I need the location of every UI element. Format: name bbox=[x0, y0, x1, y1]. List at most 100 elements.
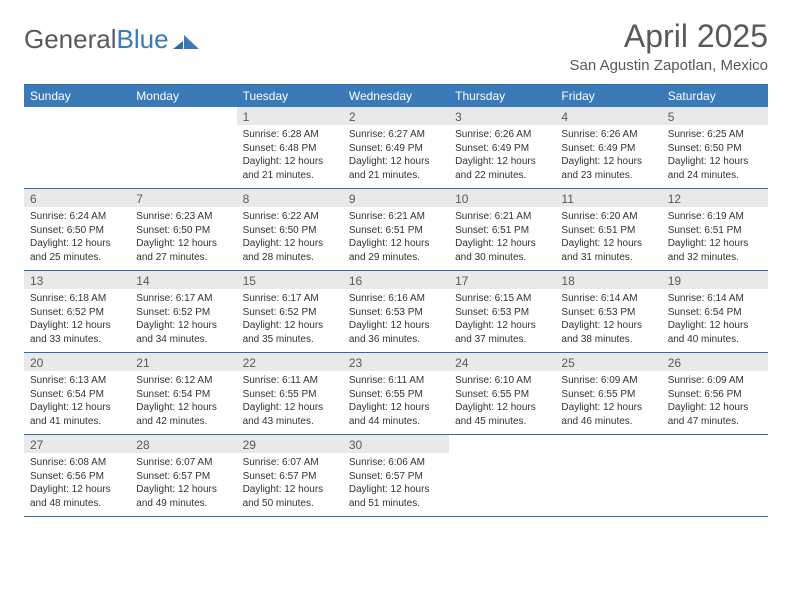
sunrise-text: Sunrise: 6:11 AM bbox=[243, 374, 337, 388]
page: GeneralBlue April 2025 San Agustin Zapot… bbox=[0, 0, 792, 517]
sunset-text: Sunset: 6:49 PM bbox=[561, 142, 655, 156]
day-number: 25 bbox=[555, 353, 661, 371]
day-number bbox=[24, 107, 130, 125]
calendar-cell: 11Sunrise: 6:20 AMSunset: 6:51 PMDayligh… bbox=[555, 189, 661, 270]
day-number: 29 bbox=[237, 435, 343, 453]
sunset-text: Sunset: 6:50 PM bbox=[668, 142, 762, 156]
sunrise-text: Sunrise: 6:15 AM bbox=[455, 292, 549, 306]
day-details: Sunrise: 6:22 AMSunset: 6:50 PMDaylight:… bbox=[237, 207, 343, 270]
day-number: 15 bbox=[237, 271, 343, 289]
sunrise-text: Sunrise: 6:26 AM bbox=[455, 128, 549, 142]
sunset-text: Sunset: 6:52 PM bbox=[136, 306, 230, 320]
day-details: Sunrise: 6:21 AMSunset: 6:51 PMDaylight:… bbox=[449, 207, 555, 270]
day-number bbox=[662, 435, 768, 453]
sunrise-text: Sunrise: 6:21 AM bbox=[455, 210, 549, 224]
daylight-text: Daylight: 12 hours and 29 minutes. bbox=[349, 237, 443, 264]
sunset-text: Sunset: 6:50 PM bbox=[243, 224, 337, 238]
calendar-week: 1Sunrise: 6:28 AMSunset: 6:48 PMDaylight… bbox=[24, 107, 768, 189]
header: GeneralBlue April 2025 San Agustin Zapot… bbox=[24, 18, 768, 74]
daylight-text: Daylight: 12 hours and 33 minutes. bbox=[30, 319, 124, 346]
daylight-text: Daylight: 12 hours and 28 minutes. bbox=[243, 237, 337, 264]
daylight-text: Daylight: 12 hours and 30 minutes. bbox=[455, 237, 549, 264]
day-number: 30 bbox=[343, 435, 449, 453]
day-details: Sunrise: 6:20 AMSunset: 6:51 PMDaylight:… bbox=[555, 207, 661, 270]
dow-thursday: Thursday bbox=[449, 85, 555, 107]
calendar-cell: 1Sunrise: 6:28 AMSunset: 6:48 PMDaylight… bbox=[237, 107, 343, 188]
calendar-cell: 10Sunrise: 6:21 AMSunset: 6:51 PMDayligh… bbox=[449, 189, 555, 270]
calendar-cell: 22Sunrise: 6:11 AMSunset: 6:55 PMDayligh… bbox=[237, 353, 343, 434]
day-number: 22 bbox=[237, 353, 343, 371]
daylight-text: Daylight: 12 hours and 31 minutes. bbox=[561, 237, 655, 264]
sunset-text: Sunset: 6:53 PM bbox=[349, 306, 443, 320]
title-block: April 2025 San Agustin Zapotlan, Mexico bbox=[570, 18, 768, 74]
sunset-text: Sunset: 6:56 PM bbox=[668, 388, 762, 402]
day-details: Sunrise: 6:27 AMSunset: 6:49 PMDaylight:… bbox=[343, 125, 449, 188]
calendar-cell: 6Sunrise: 6:24 AMSunset: 6:50 PMDaylight… bbox=[24, 189, 130, 270]
day-details: Sunrise: 6:21 AMSunset: 6:51 PMDaylight:… bbox=[343, 207, 449, 270]
day-number: 11 bbox=[555, 189, 661, 207]
sunrise-text: Sunrise: 6:07 AM bbox=[243, 456, 337, 470]
day-details: Sunrise: 6:12 AMSunset: 6:54 PMDaylight:… bbox=[130, 371, 236, 434]
day-number bbox=[130, 107, 236, 125]
sunrise-text: Sunrise: 6:13 AM bbox=[30, 374, 124, 388]
page-title: April 2025 bbox=[570, 18, 768, 55]
calendar-cell: 18Sunrise: 6:14 AMSunset: 6:53 PMDayligh… bbox=[555, 271, 661, 352]
daylight-text: Daylight: 12 hours and 25 minutes. bbox=[30, 237, 124, 264]
day-details: Sunrise: 6:08 AMSunset: 6:56 PMDaylight:… bbox=[24, 453, 130, 516]
daylight-text: Daylight: 12 hours and 22 minutes. bbox=[455, 155, 549, 182]
daylight-text: Daylight: 12 hours and 47 minutes. bbox=[668, 401, 762, 428]
dow-sunday: Sunday bbox=[24, 85, 130, 107]
sunset-text: Sunset: 6:49 PM bbox=[349, 142, 443, 156]
day-number: 21 bbox=[130, 353, 236, 371]
calendar-cell-empty bbox=[449, 435, 555, 516]
daylight-text: Daylight: 12 hours and 46 minutes. bbox=[561, 401, 655, 428]
daylight-text: Daylight: 12 hours and 27 minutes. bbox=[136, 237, 230, 264]
sunset-text: Sunset: 6:51 PM bbox=[349, 224, 443, 238]
day-number bbox=[449, 435, 555, 453]
day-details: Sunrise: 6:26 AMSunset: 6:49 PMDaylight:… bbox=[555, 125, 661, 188]
sunset-text: Sunset: 6:50 PM bbox=[30, 224, 124, 238]
day-number: 18 bbox=[555, 271, 661, 289]
sunrise-text: Sunrise: 6:12 AM bbox=[136, 374, 230, 388]
calendar-cell: 13Sunrise: 6:18 AMSunset: 6:52 PMDayligh… bbox=[24, 271, 130, 352]
daylight-text: Daylight: 12 hours and 35 minutes. bbox=[243, 319, 337, 346]
calendar-cell-empty bbox=[130, 107, 236, 188]
calendar-week: 6Sunrise: 6:24 AMSunset: 6:50 PMDaylight… bbox=[24, 189, 768, 271]
day-details: Sunrise: 6:13 AMSunset: 6:54 PMDaylight:… bbox=[24, 371, 130, 434]
day-number: 8 bbox=[237, 189, 343, 207]
day-number: 1 bbox=[237, 107, 343, 125]
calendar-week: 27Sunrise: 6:08 AMSunset: 6:56 PMDayligh… bbox=[24, 435, 768, 517]
sunset-text: Sunset: 6:56 PM bbox=[30, 470, 124, 484]
daylight-text: Daylight: 12 hours and 48 minutes. bbox=[30, 483, 124, 510]
day-number: 2 bbox=[343, 107, 449, 125]
sunset-text: Sunset: 6:57 PM bbox=[243, 470, 337, 484]
day-details: Sunrise: 6:07 AMSunset: 6:57 PMDaylight:… bbox=[130, 453, 236, 516]
sunset-text: Sunset: 6:50 PM bbox=[136, 224, 230, 238]
day-number: 19 bbox=[662, 271, 768, 289]
dow-saturday: Saturday bbox=[662, 85, 768, 107]
sunrise-text: Sunrise: 6:09 AM bbox=[668, 374, 762, 388]
calendar-cell: 2Sunrise: 6:27 AMSunset: 6:49 PMDaylight… bbox=[343, 107, 449, 188]
day-number: 27 bbox=[24, 435, 130, 453]
calendar-cell-empty bbox=[662, 435, 768, 516]
day-number: 3 bbox=[449, 107, 555, 125]
day-details: Sunrise: 6:09 AMSunset: 6:56 PMDaylight:… bbox=[662, 371, 768, 434]
sunset-text: Sunset: 6:57 PM bbox=[349, 470, 443, 484]
sunrise-text: Sunrise: 6:16 AM bbox=[349, 292, 443, 306]
day-details bbox=[555, 453, 661, 511]
daylight-text: Daylight: 12 hours and 45 minutes. bbox=[455, 401, 549, 428]
sunset-text: Sunset: 6:55 PM bbox=[455, 388, 549, 402]
day-details: Sunrise: 6:23 AMSunset: 6:50 PMDaylight:… bbox=[130, 207, 236, 270]
daylight-text: Daylight: 12 hours and 36 minutes. bbox=[349, 319, 443, 346]
sunset-text: Sunset: 6:51 PM bbox=[668, 224, 762, 238]
day-number: 24 bbox=[449, 353, 555, 371]
day-number: 13 bbox=[24, 271, 130, 289]
sunset-text: Sunset: 6:53 PM bbox=[455, 306, 549, 320]
day-details bbox=[662, 453, 768, 511]
day-number: 6 bbox=[24, 189, 130, 207]
daylight-text: Daylight: 12 hours and 40 minutes. bbox=[668, 319, 762, 346]
calendar-cell: 27Sunrise: 6:08 AMSunset: 6:56 PMDayligh… bbox=[24, 435, 130, 516]
day-details: Sunrise: 6:17 AMSunset: 6:52 PMDaylight:… bbox=[237, 289, 343, 352]
sunrise-text: Sunrise: 6:21 AM bbox=[349, 210, 443, 224]
calendar-cell: 5Sunrise: 6:25 AMSunset: 6:50 PMDaylight… bbox=[662, 107, 768, 188]
